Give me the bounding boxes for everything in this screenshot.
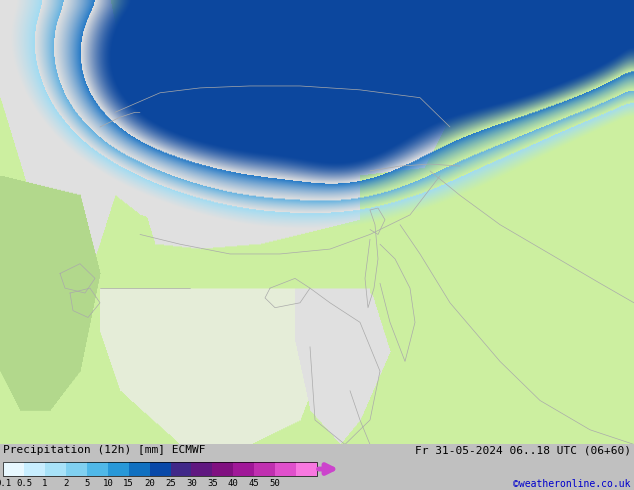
Text: 2: 2 xyxy=(63,479,68,488)
Text: 15: 15 xyxy=(124,479,134,488)
Bar xyxy=(275,462,296,476)
Text: 40: 40 xyxy=(228,479,238,488)
Text: 0.1: 0.1 xyxy=(0,479,11,488)
Text: 50: 50 xyxy=(270,479,280,488)
Text: 25: 25 xyxy=(165,479,176,488)
Text: 35: 35 xyxy=(207,479,217,488)
Bar xyxy=(296,462,317,476)
Text: ©weatheronline.co.uk: ©weatheronline.co.uk xyxy=(514,479,631,489)
Text: 30: 30 xyxy=(186,479,197,488)
Text: 5: 5 xyxy=(84,479,89,488)
Bar xyxy=(108,462,129,476)
Bar xyxy=(254,462,275,476)
Bar xyxy=(3,462,317,476)
Bar xyxy=(3,462,24,476)
Text: Precipitation (12h) [mm] ECMWF: Precipitation (12h) [mm] ECMWF xyxy=(3,445,205,455)
Text: Fr 31-05-2024 06..18 UTC (06+60): Fr 31-05-2024 06..18 UTC (06+60) xyxy=(415,445,631,455)
Bar xyxy=(150,462,171,476)
Bar xyxy=(24,462,45,476)
Bar xyxy=(45,462,66,476)
Text: 10: 10 xyxy=(103,479,113,488)
Bar xyxy=(171,462,191,476)
Bar xyxy=(87,462,108,476)
Bar xyxy=(191,462,212,476)
Bar xyxy=(66,462,87,476)
Bar xyxy=(233,462,254,476)
Bar xyxy=(129,462,150,476)
Text: 20: 20 xyxy=(145,479,155,488)
Text: 1: 1 xyxy=(42,479,48,488)
Text: 45: 45 xyxy=(249,479,259,488)
Text: 0.5: 0.5 xyxy=(16,479,32,488)
Bar xyxy=(212,462,233,476)
